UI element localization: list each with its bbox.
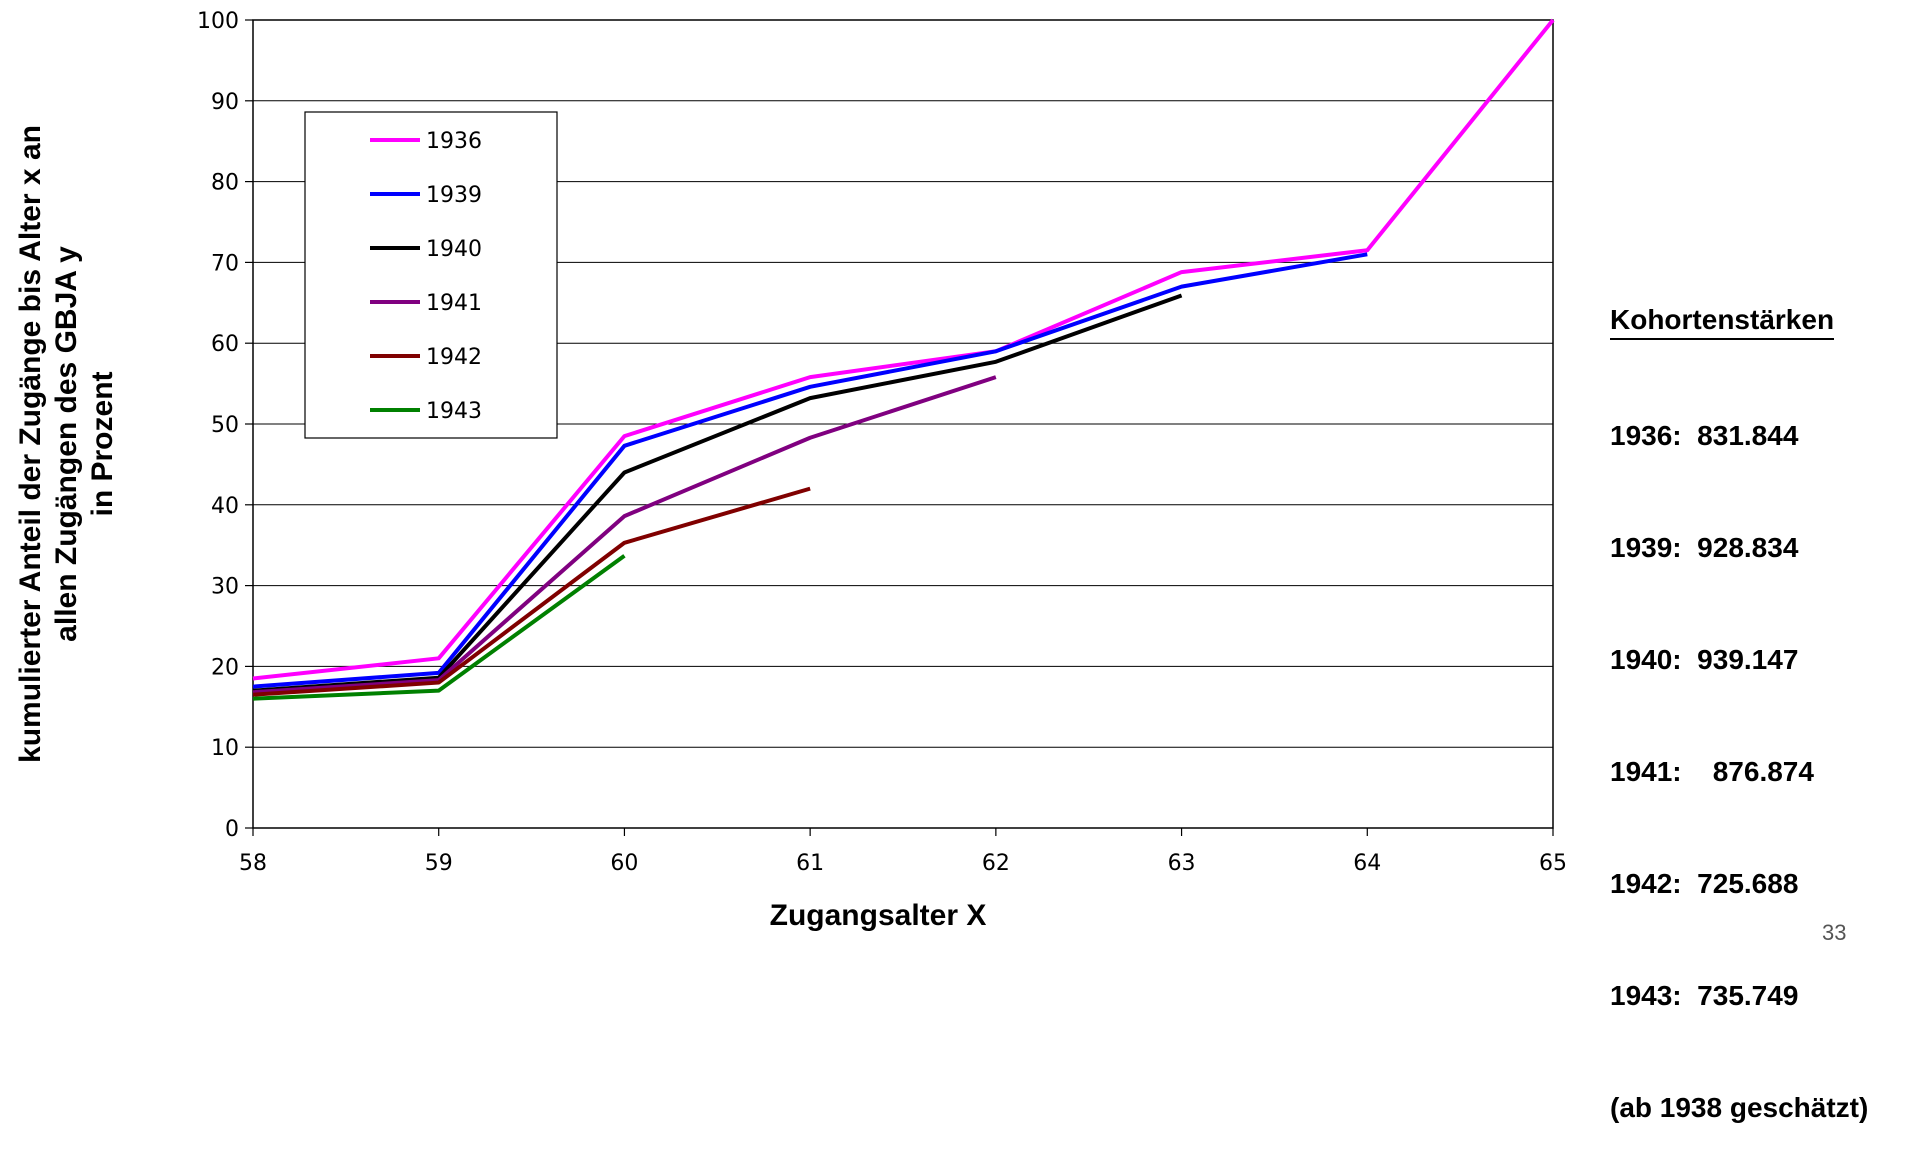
series-line-1943 (252, 554, 626, 701)
x-tick-label: 58 (239, 851, 267, 876)
legend-label-1942: 1942 (426, 345, 482, 370)
x-tick-label: 59 (425, 851, 453, 876)
y-axis-ticks: 0 10 20 30 40 50 60 70 80 90 100 (197, 9, 253, 842)
y-axis-title-line-1: kumulierter Anteil der Zugänge bis Alter… (14, 125, 47, 763)
y-axis-title-line-3: in Prozent (86, 371, 119, 516)
legend: 1936 1939 1940 1941 1942 1943 (304, 111, 558, 439)
page-number: 33 (1822, 920, 1847, 945)
x-tick-label: 64 (1353, 851, 1381, 876)
x-tick-label: 65 (1539, 851, 1567, 876)
cohort-line-1940: 1940: 939.147 (1610, 644, 1799, 675)
series-line-1941 (252, 375, 997, 695)
y-tick-label: 90 (211, 90, 239, 115)
x-tick-label: 63 (1168, 851, 1196, 876)
series-lines (252, 18, 1555, 701)
series-line-1936 (252, 18, 1555, 681)
legend-label-1943: 1943 (426, 399, 482, 424)
legend-box (304, 111, 558, 439)
legend-label-1939: 1939 (426, 183, 482, 208)
cohort-line-1941: 1941: 876.874 (1610, 756, 1814, 787)
y-tick-label: 60 (211, 332, 239, 357)
x-tick-label: 61 (796, 851, 824, 876)
y-tick-label: 20 (211, 655, 239, 680)
cohort-sizes-panel: Kohortenstärken 1936: 831.844 1939: 928.… (1610, 240, 1868, 1164)
y-tick-label: 70 (211, 251, 239, 276)
y-tick-label: 40 (211, 494, 239, 519)
y-tick-label: 100 (197, 9, 239, 34)
series-line-1940 (252, 293, 1183, 693)
x-tick-label: 60 (610, 851, 638, 876)
x-axis-title: Zugangsalter X (770, 899, 987, 932)
y-axis-title-line-2: allen Zugängen des GBJA y (50, 246, 83, 642)
series-line-1939 (252, 252, 1368, 689)
cohort-line-1942: 1942: 725.688 (1610, 868, 1799, 899)
x-tick-label: 62 (982, 851, 1010, 876)
y-tick-label: 0 (225, 817, 239, 842)
x-axis-ticks: 58 59 60 61 62 63 64 65 (239, 828, 1567, 876)
cohort-line-1939: 1939: 928.834 (1610, 532, 1799, 563)
legend-label-1940: 1940 (426, 237, 482, 262)
legend-label-1941: 1941 (426, 291, 482, 316)
cohort-estimate-note: (ab 1938 geschätzt) (1610, 1092, 1869, 1123)
y-tick-label: 50 (211, 413, 239, 438)
y-tick-label: 10 (211, 736, 239, 761)
series-line-1942 (252, 486, 811, 697)
cohort-line-1943: 1943: 735.749 (1610, 980, 1799, 1011)
legend-label-1936: 1936 (426, 129, 482, 154)
y-tick-label: 80 (211, 171, 239, 196)
cohort-sizes-title: Kohortenstärken (1610, 304, 1835, 340)
y-tick-label: 30 (211, 575, 239, 600)
cohort-line-1936: 1936: 831.844 (1610, 420, 1799, 451)
